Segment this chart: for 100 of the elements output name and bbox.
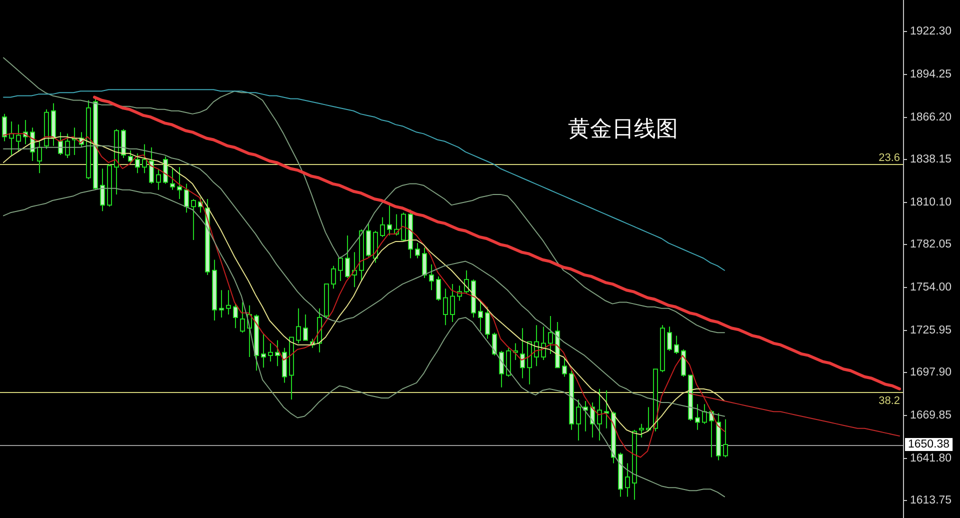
candlestick xyxy=(422,247,427,278)
candlestick xyxy=(282,347,287,384)
candlestick xyxy=(240,302,245,334)
y-tick-label: 1697.90 xyxy=(910,366,952,378)
candlestick xyxy=(478,302,483,332)
candlestick xyxy=(205,198,210,276)
candlestick xyxy=(632,429,637,500)
line-series xyxy=(93,96,901,390)
candlestick xyxy=(177,166,182,200)
candlestick xyxy=(576,399,581,442)
candlestick xyxy=(492,332,497,356)
candlestick xyxy=(401,212,406,242)
candlestick xyxy=(226,290,231,315)
y-tick-label: 1894.25 xyxy=(910,68,952,80)
candlestick xyxy=(408,209,413,259)
line-series xyxy=(3,188,725,498)
candlestick xyxy=(114,128,119,195)
candlestick xyxy=(212,259,217,322)
candlestick xyxy=(184,183,189,214)
candlestick xyxy=(450,284,455,323)
candlestick xyxy=(72,127,77,156)
candlestick xyxy=(555,322,560,368)
candlestick xyxy=(254,314,259,372)
candlestick xyxy=(604,390,609,429)
candlestick xyxy=(289,336,294,400)
candlestick xyxy=(352,252,357,288)
candlestick xyxy=(562,358,567,378)
candlestick xyxy=(128,150,133,165)
candlestick xyxy=(667,326,672,352)
candlestick xyxy=(156,168,161,190)
line-series xyxy=(3,89,725,271)
candlestick xyxy=(359,228,364,282)
candlestick xyxy=(681,348,686,378)
candlestick xyxy=(9,121,14,156)
candlestick xyxy=(268,342,273,362)
candlestick xyxy=(639,423,644,438)
candlestick xyxy=(618,452,623,498)
candlestick xyxy=(436,276,441,302)
candlestick xyxy=(625,462,630,498)
candlestick xyxy=(534,324,539,367)
candlestick xyxy=(345,234,350,278)
candlestick xyxy=(429,264,434,291)
candlestick xyxy=(695,404,700,430)
candlestick xyxy=(387,204,392,236)
candlestick xyxy=(219,290,224,318)
candlestick xyxy=(149,146,154,184)
y-tick-label: 1613.75 xyxy=(910,494,952,506)
candlestick xyxy=(331,265,336,290)
candlestick xyxy=(373,230,378,264)
text: 黄金日线图 xyxy=(568,117,678,142)
candlestick xyxy=(44,108,49,150)
candlestick xyxy=(51,102,56,146)
candlestick xyxy=(107,164,112,208)
y-tick-label: 1866.20 xyxy=(910,112,952,124)
candlestick xyxy=(366,222,371,258)
candlestick xyxy=(233,303,238,329)
candlestick xyxy=(471,279,476,318)
candlestick xyxy=(142,144,147,174)
candlestick xyxy=(65,133,70,158)
y-tick-label: 1838.15 xyxy=(910,154,952,166)
candlestick xyxy=(86,100,91,180)
y-tick-label: 1922.30 xyxy=(910,26,952,38)
candlestick xyxy=(100,168,105,212)
candlestick xyxy=(37,140,42,174)
candlestick xyxy=(2,113,7,142)
candlestick xyxy=(660,324,665,373)
y-tick-label: 1669.85 xyxy=(910,410,952,422)
candlestick xyxy=(261,334,266,368)
candlestick xyxy=(513,342,518,361)
candlestick xyxy=(674,335,679,354)
candlestick xyxy=(597,388,602,442)
candlestick xyxy=(583,400,588,432)
y-tick-label: 1641.80 xyxy=(910,452,952,464)
y-tick-label: 1782.05 xyxy=(910,238,952,250)
candlestick xyxy=(58,132,63,156)
candlestick xyxy=(541,326,546,361)
candlestick xyxy=(506,347,511,378)
candlestick xyxy=(569,370,574,430)
candlestick xyxy=(275,340,280,367)
candlestick xyxy=(499,350,504,388)
candlestick xyxy=(324,284,329,318)
y-tick-label: 1754.00 xyxy=(910,282,952,294)
candlestick xyxy=(93,96,98,190)
candlestick xyxy=(520,328,525,379)
line-series xyxy=(3,57,725,334)
candlestick xyxy=(121,128,126,158)
candlestick xyxy=(317,308,322,353)
ref-line-label: 1650.38 xyxy=(908,438,950,451)
annotation: 23.6 xyxy=(878,152,900,164)
candlestick xyxy=(303,314,308,341)
candlestick xyxy=(716,412,721,461)
candlestick xyxy=(135,152,140,174)
annotation: 38.2 xyxy=(878,394,900,407)
candlestick xyxy=(16,124,21,152)
candlestick xyxy=(548,315,553,354)
y-tick-label: 1725.95 xyxy=(910,324,952,336)
candlestick xyxy=(485,306,490,340)
candlestick xyxy=(296,308,301,344)
candlestick xyxy=(415,242,420,259)
candlestick xyxy=(163,156,168,184)
